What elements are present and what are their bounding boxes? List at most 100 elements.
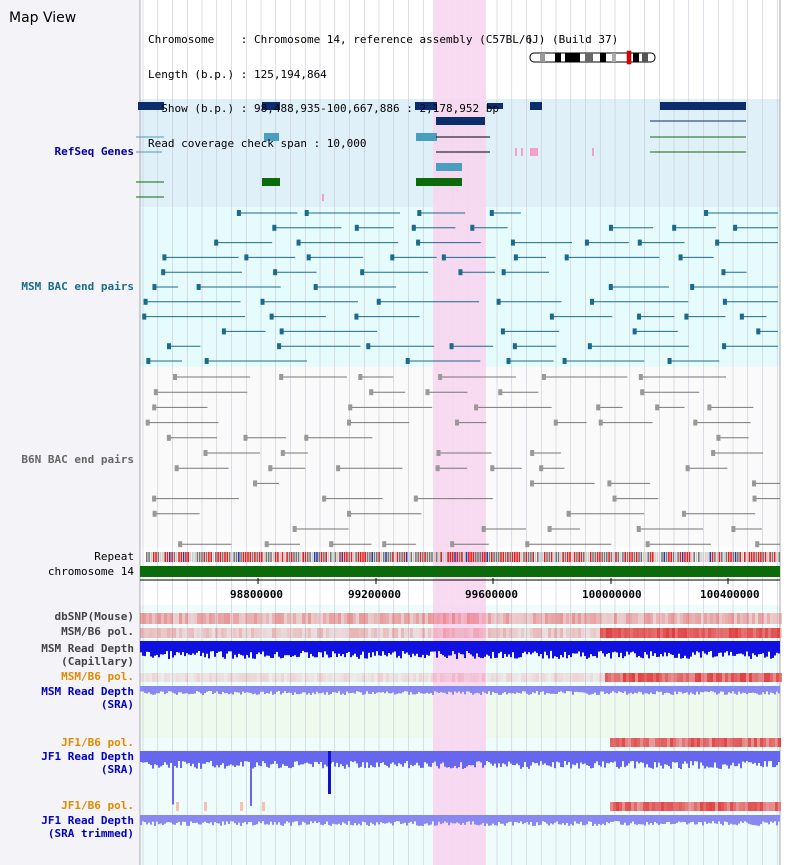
polymorphism-cell <box>630 628 633 638</box>
read-depth-bar <box>404 641 406 654</box>
repeat-element <box>311 552 314 562</box>
polymorphism-cell <box>488 628 491 638</box>
read-depth-bar <box>442 686 444 693</box>
polymorphism-cell <box>619 802 622 811</box>
repeat-element <box>419 552 422 562</box>
read-depth-bar <box>478 686 480 694</box>
polymorphism-cell <box>668 613 671 624</box>
track-label-jf1-depth-trim[interactable]: JF1 Read Depth <box>41 814 134 827</box>
polymorphism-cell <box>425 673 428 682</box>
selection-highlight[interactable] <box>433 0 486 865</box>
polymorphism-cell <box>461 628 464 638</box>
read-depth-bar <box>746 641 748 652</box>
read-depth-bar <box>758 815 760 826</box>
polymorphism-cell <box>347 613 350 624</box>
read-depth-bar <box>422 815 424 826</box>
read-depth-bar <box>264 751 266 764</box>
track-label-msm-b6-pol[interactable]: MSM/B6 pol. <box>61 625 134 638</box>
read-depth-bar <box>204 686 206 694</box>
repeat-element <box>371 552 373 562</box>
track-label-msm-depth-cap[interactable]: MSM Read Depth <box>41 642 134 655</box>
repeat-element <box>477 552 479 562</box>
track-label-jf1-depth-sra[interactable]: JF1 Read Depth <box>41 750 134 763</box>
b6n-bac-end <box>455 419 460 426</box>
polymorphism-cell <box>759 628 762 638</box>
track-label-dbsnp[interactable]: dbSNP(Mouse) <box>54 610 134 623</box>
b6n-bac-end <box>152 510 157 517</box>
track-label-jf1-b6-pol[interactable]: JF1/B6 pol. <box>61 736 134 749</box>
read-depth-bar <box>764 815 766 823</box>
polymorphism-cell <box>584 613 587 624</box>
read-depth-bar <box>290 686 292 693</box>
b6n-bac-end <box>152 495 157 502</box>
read-depth-bar <box>426 686 428 693</box>
polymorphism-cell <box>482 673 485 682</box>
repeat-element <box>288 552 291 562</box>
polymorphism-cell <box>251 628 254 638</box>
track-label-jf1-b6-pol-2[interactable]: JF1/B6 pol. <box>61 799 134 812</box>
track-label-msm-depth-sra[interactable]: MSM Read Depth <box>41 685 134 698</box>
read-depth-bar <box>272 751 274 764</box>
polymorphism-cell <box>648 628 651 638</box>
read-depth-bar <box>618 686 620 692</box>
polymorphism-cell <box>548 673 551 682</box>
read-depth-bar <box>180 751 182 768</box>
polymorphism-cell <box>185 673 188 682</box>
polymorphism-cell <box>506 673 509 682</box>
read-depth-bar <box>334 686 336 693</box>
msm-bac-end <box>161 269 166 276</box>
read-depth-bar <box>348 815 350 822</box>
read-depth-bar <box>376 815 378 823</box>
repeat-element <box>164 552 166 562</box>
read-depth-bar <box>350 751 352 762</box>
read-depth-bar <box>510 815 512 822</box>
polymorphism-cell <box>770 613 773 624</box>
polymorphism-cell <box>464 613 467 624</box>
chromosome-ideogram[interactable] <box>529 50 656 65</box>
polymorphism-cell <box>756 628 759 638</box>
read-depth-bar <box>282 641 284 658</box>
read-depth-bar <box>574 641 576 654</box>
read-depth-bar <box>358 815 360 824</box>
read-depth-bar <box>158 686 160 694</box>
read-depth-bar <box>722 686 724 692</box>
read-depth-bar <box>462 751 464 769</box>
track-label-msm-b6-pol-2[interactable]: MSM/B6 pol. <box>61 670 134 683</box>
read-depth-bar <box>326 815 328 822</box>
chromosome-info: Chromosome : Chromosome 14, reference as… <box>148 33 619 46</box>
repeat-element <box>217 552 219 562</box>
read-depth-bar <box>420 751 422 768</box>
track-label-refseq[interactable]: RefSeq Genes <box>54 145 134 158</box>
read-depth-bar <box>196 815 198 823</box>
read-depth-bar <box>256 751 258 763</box>
track-label-b6n-bac[interactable]: B6N BAC end pairs <box>21 453 134 466</box>
msm-bac-end <box>584 239 589 246</box>
track-label-msm-bac[interactable]: MSM BAC end pairs <box>21 280 134 293</box>
polymorphism-cell <box>161 673 164 682</box>
read-depth-bar <box>584 686 586 693</box>
read-depth-bar <box>724 641 726 653</box>
read-depth-bar <box>458 751 460 768</box>
polymorphism-cell <box>629 613 632 624</box>
read-depth-bar <box>756 641 758 657</box>
read-depth-bar <box>364 686 366 695</box>
read-depth-bar <box>680 815 682 823</box>
polymorphism-cell <box>718 802 721 811</box>
read-depth-bar <box>732 751 734 763</box>
polymorphism-cell <box>395 628 398 638</box>
repeat-element <box>226 552 229 562</box>
polymorphism-cell <box>335 613 338 624</box>
read-depth-bar <box>354 641 356 654</box>
read-depth-bar <box>748 751 750 763</box>
polymorphism-cell <box>419 613 422 624</box>
read-depth-bar <box>296 686 298 695</box>
read-depth-bar <box>406 686 408 692</box>
read-depth-bar <box>546 815 548 824</box>
read-depth-bar <box>482 815 484 824</box>
read-depth-bar <box>494 641 496 658</box>
read-depth-bar <box>288 751 290 768</box>
polymorphism-cell <box>206 628 209 638</box>
polymorphism-cell <box>305 673 308 682</box>
read-depth-bar <box>476 641 478 654</box>
read-depth-bar <box>726 815 728 823</box>
